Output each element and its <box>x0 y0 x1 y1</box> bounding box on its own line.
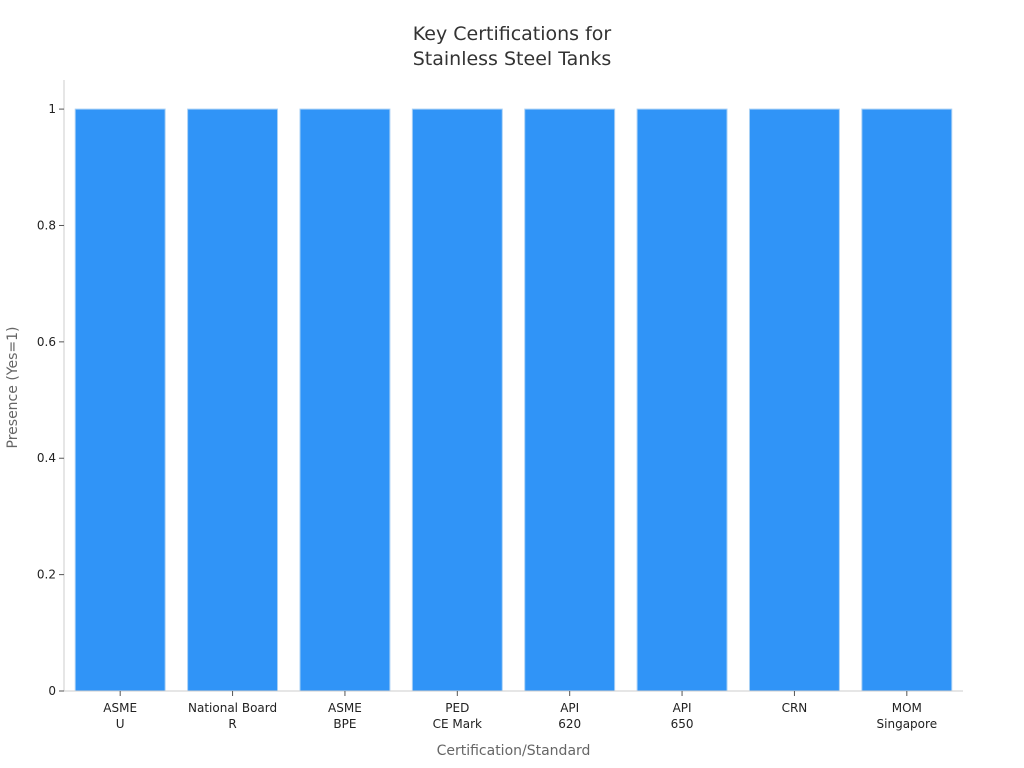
y-tick-label: 0.4 <box>37 451 56 465</box>
x-tick-label: CRN <box>782 701 808 715</box>
bar <box>636 108 728 692</box>
x-tick-label-line: U <box>116 717 125 731</box>
x-tick-label-line: CRN <box>782 701 808 715</box>
chart-title: Key Certifications for Stainless Steel Ta… <box>413 23 612 70</box>
y-tick-label: 0.2 <box>37 568 56 582</box>
x-tick-label-line: ASME <box>103 701 137 715</box>
y-tick-label: 0.8 <box>37 218 56 232</box>
x-tick-label: ASME BPE <box>328 701 362 731</box>
x-tick-label-line: Singapore <box>877 717 938 731</box>
x-tick-label: ASME U <box>103 701 137 731</box>
x-tick-label-line: API <box>673 701 692 715</box>
x-tick-label-line: MOM <box>892 701 922 715</box>
bar <box>861 108 953 692</box>
x-tick-label: PED CE Mark <box>433 701 482 731</box>
x-tick-label-line: R <box>228 717 236 731</box>
x-tick-label-line: 650 <box>671 717 694 731</box>
x-tick-label-line: 620 <box>558 717 581 731</box>
y-axis-label: Presence (Yes=1) <box>5 327 21 449</box>
x-axis-label: Certification/Standard <box>437 743 591 759</box>
x-tick-label: MOM Singapore <box>877 701 938 731</box>
x-tick-label-line: BPE <box>333 717 356 731</box>
y-tick-label: 1 <box>48 102 56 116</box>
x-tick-label-line: PED <box>445 701 469 715</box>
bar <box>74 108 166 692</box>
x-tick-label-line: CE Mark <box>433 717 482 731</box>
x-tick-label-line: ASME <box>328 701 362 715</box>
x-tick-label: API 620 <box>558 701 581 731</box>
bar <box>524 108 616 692</box>
x-tick-label-line: API <box>560 701 579 715</box>
bar <box>187 108 279 692</box>
chart-title-line: Stainless Steel Tanks <box>413 48 612 70</box>
bar <box>411 108 503 692</box>
bar <box>299 108 391 692</box>
x-tick-label: API 650 <box>671 701 694 731</box>
x-tick-label: National Board R <box>188 701 277 731</box>
x-tick-label-line: National Board <box>188 701 277 715</box>
bar <box>748 108 840 692</box>
chart-title-line: Key Certifications for <box>413 23 612 45</box>
y-tick-label: 0.6 <box>37 335 56 349</box>
y-tick-label: 0 <box>48 684 56 698</box>
